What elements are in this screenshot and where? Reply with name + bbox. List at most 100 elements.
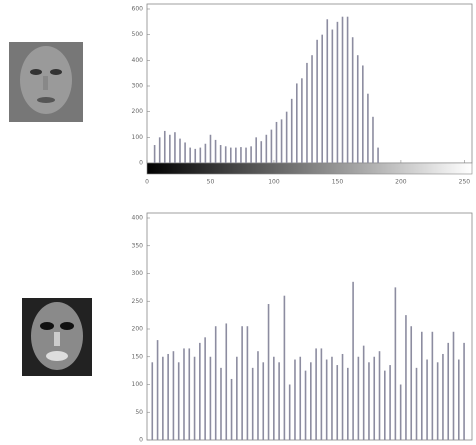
plot-area <box>146 212 473 441</box>
bar <box>229 147 232 163</box>
bar <box>174 132 176 163</box>
bar <box>199 147 202 163</box>
bar <box>306 62 308 163</box>
bar <box>436 362 439 440</box>
bar <box>442 353 444 440</box>
bar <box>204 143 207 163</box>
bar <box>255 137 257 163</box>
bar <box>394 287 397 440</box>
bar <box>301 78 303 163</box>
y-tick-label: 250 <box>132 298 144 305</box>
bar <box>410 326 413 440</box>
bar <box>283 295 286 440</box>
bar <box>172 351 175 440</box>
bar <box>251 367 254 440</box>
bar <box>457 359 460 440</box>
bar <box>377 147 379 163</box>
bar <box>415 367 418 440</box>
y-tick-label: 600 <box>132 6 144 13</box>
x-tick-label: 200 <box>395 179 407 186</box>
bar <box>245 147 247 163</box>
bar <box>189 147 191 163</box>
bar <box>219 145 222 163</box>
bar <box>290 98 293 163</box>
bar <box>426 359 428 440</box>
bar <box>362 345 365 440</box>
bar <box>278 362 280 440</box>
bar <box>280 119 283 163</box>
bar <box>296 83 298 163</box>
bar <box>351 37 354 163</box>
y-tick-label: 400 <box>132 215 144 222</box>
bar <box>288 384 291 440</box>
bar <box>299 356 302 440</box>
bar <box>240 147 242 163</box>
y-tick-label: 150 <box>132 353 144 360</box>
bar <box>156 340 159 440</box>
y-tick-label: 200 <box>132 108 144 115</box>
bar <box>304 370 307 440</box>
bar <box>267 304 270 440</box>
bar <box>310 362 312 440</box>
bar <box>420 331 423 440</box>
y-tick-label: 400 <box>132 57 144 64</box>
y-tick-label: 0 <box>139 160 143 167</box>
bar <box>315 348 317 440</box>
y-tick-label: 0 <box>139 437 143 444</box>
bar <box>389 365 391 440</box>
bar <box>193 356 196 440</box>
bar <box>188 348 191 440</box>
bar <box>321 34 323 163</box>
y-tick-label: 50 <box>135 409 143 416</box>
bar <box>320 348 323 440</box>
y-tick-label: 500 <box>132 31 144 38</box>
bar <box>273 356 275 440</box>
x-tick-label: 100 <box>268 179 280 186</box>
bar <box>356 55 359 164</box>
bar <box>341 16 344 164</box>
bar <box>179 138 181 163</box>
bar <box>162 356 164 440</box>
bar <box>346 16 349 164</box>
bar <box>241 326 243 440</box>
bar <box>260 141 263 163</box>
bar <box>225 323 228 440</box>
bar <box>294 359 296 440</box>
bar <box>405 315 407 440</box>
bar <box>331 356 333 440</box>
bar <box>384 370 386 440</box>
bar <box>163 130 166 163</box>
bar <box>236 356 238 440</box>
bar <box>362 65 364 163</box>
colorbar <box>146 162 473 175</box>
bar <box>204 337 206 440</box>
x-tick-label: 150 <box>332 179 344 186</box>
face-image-2 <box>22 298 92 376</box>
bar <box>169 134 171 163</box>
bar <box>230 378 233 440</box>
bar <box>183 348 185 440</box>
bar <box>347 367 349 440</box>
bar <box>463 342 465 440</box>
bar <box>209 134 212 163</box>
bar <box>352 281 354 440</box>
bar <box>285 111 288 163</box>
y-tick-label: 350 <box>132 242 144 249</box>
bar <box>431 331 434 440</box>
bar <box>184 142 186 163</box>
y-tick-label: 100 <box>132 381 144 388</box>
bar <box>331 29 334 164</box>
bar <box>250 146 252 163</box>
bar <box>177 362 180 440</box>
bar <box>153 145 156 163</box>
bar <box>199 342 201 440</box>
x-tick-label: 0 <box>145 179 149 186</box>
bar <box>214 139 217 163</box>
bar <box>336 365 339 440</box>
plot-area <box>146 3 473 164</box>
bar <box>265 134 268 163</box>
bar <box>325 359 328 440</box>
bar <box>311 55 313 164</box>
charts: 0 100 200 300 400 500 600 0 50 100 150 200 250 0 50 100… <box>132 3 473 444</box>
bar <box>357 356 360 440</box>
